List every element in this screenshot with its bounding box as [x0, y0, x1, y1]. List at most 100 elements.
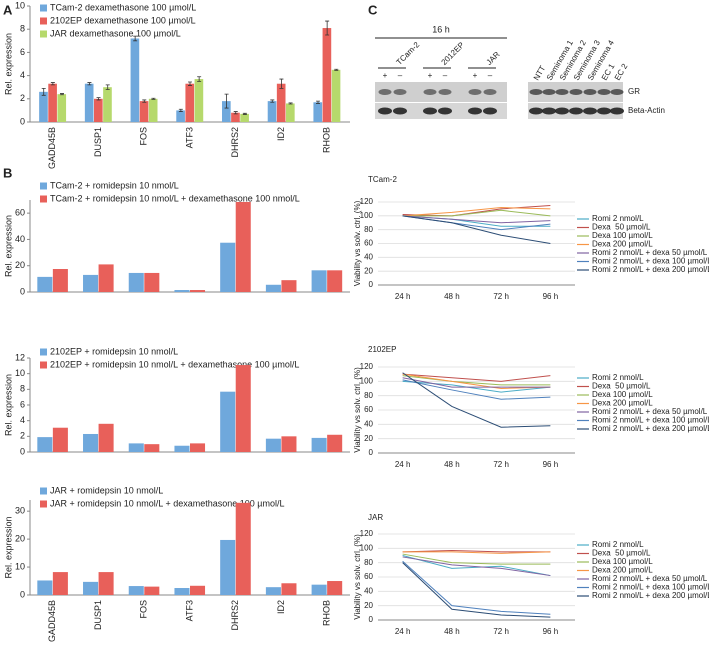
y-axis-title: Viability vs solv. ctrl. (%): [353, 200, 362, 286]
bar: [281, 280, 297, 292]
y-tick-label: 40: [364, 252, 373, 261]
band: [529, 89, 543, 95]
legend-label: Dexa 50 µmol/L: [592, 549, 651, 558]
legend-label: Romi 2 nmol/L + dexa 100 µmol/L: [592, 583, 709, 592]
bar: [148, 98, 158, 122]
legend-label: Dexa 100 µmol/L: [592, 390, 653, 399]
bar: [144, 444, 160, 452]
bar: [128, 272, 144, 292]
y-tick-label: 4: [20, 415, 25, 425]
blot-group: JAR: [485, 50, 502, 67]
blot-group: 2012EP: [440, 40, 466, 66]
bar: [240, 113, 249, 122]
band: [610, 89, 624, 95]
y-tick-label: 20: [15, 260, 25, 270]
line: [402, 379, 551, 400]
y-tick-label: 8: [20, 384, 25, 394]
error-bar: [41, 87, 46, 96]
bar: [190, 585, 206, 595]
error-bar: [325, 20, 330, 36]
error-bar: [133, 35, 138, 42]
y-tick-label: 120: [360, 362, 374, 371]
panel-label: A: [3, 2, 13, 17]
line: [402, 375, 551, 386]
bar: [37, 437, 53, 452]
x-tick-label: DHRS2: [230, 127, 240, 158]
y-tick-label: 100: [360, 376, 374, 385]
band: [483, 107, 497, 115]
treatment: +: [383, 71, 388, 80]
line: [402, 553, 551, 565]
bar: [265, 587, 281, 595]
bar: [235, 502, 251, 595]
bar: [322, 28, 332, 122]
x-tick-label: ID2: [276, 600, 286, 614]
y-tick-label: 0: [369, 615, 374, 624]
legend-label: Dexa 100 µmol/L: [592, 557, 653, 566]
error-bar: [105, 84, 110, 90]
error-bar: [288, 102, 293, 105]
x-tick-label: DUSP1: [93, 127, 103, 157]
y-tick-label: 40: [364, 419, 373, 428]
bar: [190, 443, 206, 452]
bar: [39, 91, 48, 122]
band: [569, 89, 583, 95]
legend-label: Dexa 200 µmol/L: [592, 399, 653, 408]
y-tick-label: 4: [20, 70, 25, 80]
bar: [52, 427, 68, 452]
y-tick-label: 8: [20, 24, 25, 34]
legend-label: 2102EP dexamethasone 100 µmol/L: [50, 15, 196, 25]
band: [423, 107, 437, 115]
y-tick-label: 0: [20, 116, 25, 126]
legend-swatch: [40, 348, 47, 356]
line: [402, 555, 551, 577]
legend-label: Romi 2 nmol/L + dexa 100 µmol/L: [592, 416, 709, 425]
legend-swatch: [40, 500, 47, 508]
bar: [98, 423, 114, 452]
band: [529, 107, 543, 115]
x-tick-label: 48 h: [444, 292, 460, 301]
bar: [174, 588, 190, 595]
error-bar: [270, 99, 275, 103]
chart-title: 2102EP: [368, 345, 396, 354]
bar: [174, 445, 190, 452]
error-bar: [178, 108, 183, 112]
y-tick-label: 80: [364, 558, 373, 567]
band: [438, 107, 452, 115]
blot-time: 16 h: [432, 24, 450, 34]
line: [402, 560, 551, 615]
bar: [98, 572, 114, 595]
y-tick-label: 60: [364, 239, 373, 248]
x-tick-label: 24 h: [395, 627, 411, 636]
y-tick-label: 0: [20, 589, 25, 599]
error-bar: [142, 99, 147, 103]
legend-label: Dexa 50 µmol/L: [592, 382, 651, 391]
error-bar: [233, 111, 238, 115]
y-tick-label: 10: [15, 561, 25, 571]
line: [402, 215, 551, 224]
legend-label: Romi 2 nmol/L + dexa 50 µmol/L: [592, 407, 708, 416]
bar: [98, 264, 114, 292]
line: [402, 209, 551, 217]
x-tick-label: RHOB: [322, 127, 332, 153]
error-bar: [188, 81, 192, 86]
band: [483, 89, 497, 95]
bar: [327, 434, 343, 452]
x-tick-label: 72 h: [493, 460, 509, 469]
legend-swatch: [40, 361, 47, 369]
error-bar: [242, 112, 247, 115]
bar: [311, 437, 327, 452]
bar: [276, 83, 286, 122]
bar: [313, 102, 323, 122]
legend-swatch: [40, 17, 47, 25]
legend-label: TCam-2 + romidepsin 10 nmol/L + dexameth…: [50, 193, 300, 203]
y-tick-label: 0: [20, 446, 25, 456]
y-tick-label: 80: [364, 391, 373, 400]
protein-label: GR: [628, 87, 640, 96]
line: [402, 377, 551, 388]
bar: [94, 98, 103, 122]
line: [402, 380, 551, 393]
legend-label: Romi 2 nmol/L + dexa 50 µmol/L: [592, 574, 708, 583]
